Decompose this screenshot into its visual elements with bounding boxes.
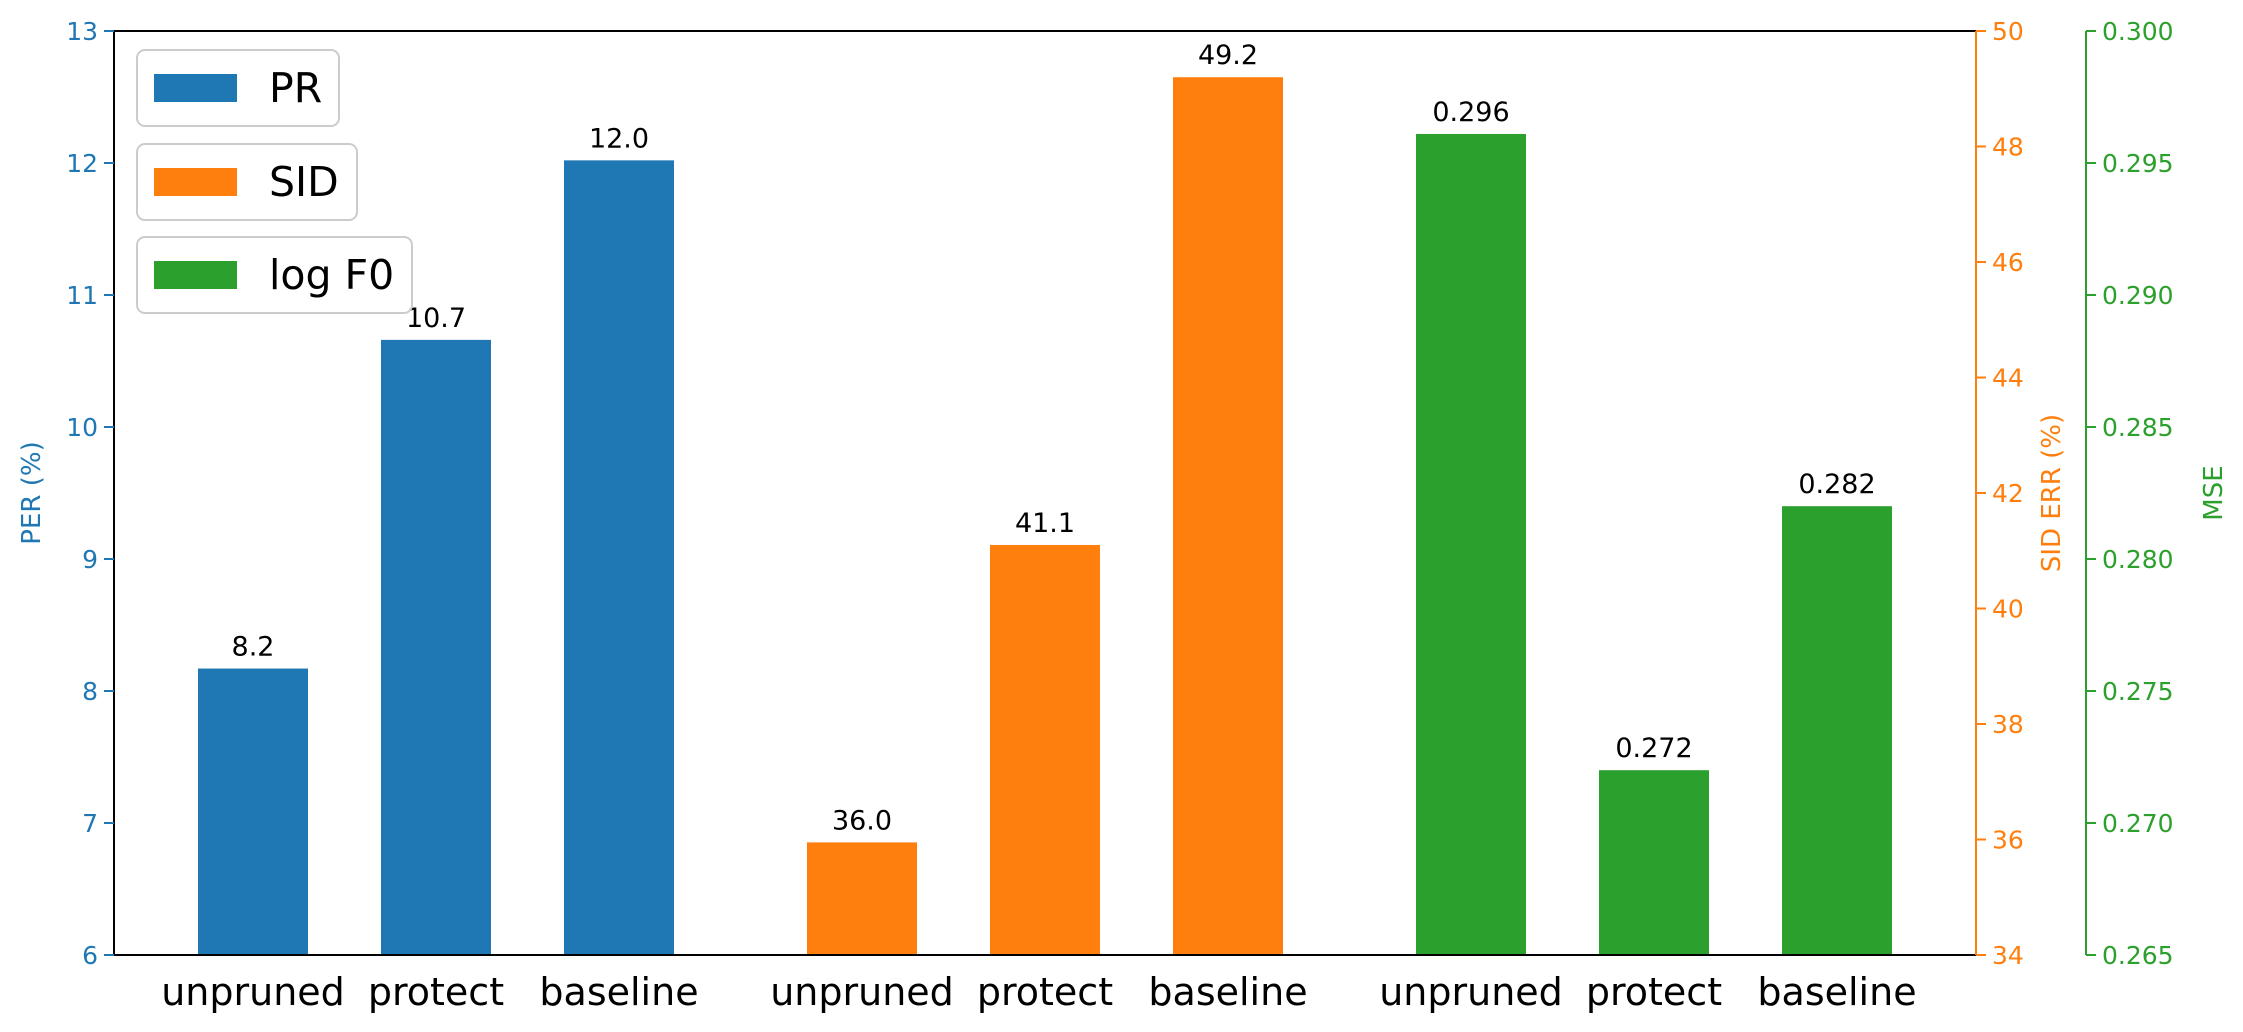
- legend[interactable]: PR SID log F0: [136, 49, 413, 314]
- legend-item-log-f0[interactable]: log F0: [136, 236, 413, 314]
- mse-tick-label: 0.280: [2102, 545, 2174, 574]
- legend-label: log F0: [269, 251, 394, 299]
- bar-sid-protect: [990, 544, 1100, 955]
- data-label-pr-protect: 10.7: [406, 303, 466, 334]
- data-label-log-f0-protect: 0.272: [1615, 733, 1692, 764]
- bar-sid-baseline: [1173, 77, 1283, 955]
- data-label-pr-baseline: 12.0: [589, 123, 649, 154]
- per-tick-label: 7: [82, 809, 98, 838]
- data-labels-layer: 8.2 10.7 12.0 36.0 41.1 49.2 0.296 0.272 0.282: [232, 40, 1876, 836]
- category-label-pr-protect: protect: [368, 970, 504, 1014]
- legend-swatch: [154, 261, 237, 289]
- category-label-log-f0-unpruned: unpruned: [1379, 970, 1563, 1014]
- per-tick-label: 9: [82, 545, 98, 574]
- mse-tick-label: 0.275: [2102, 677, 2174, 706]
- category-label-sid-protect: protect: [977, 970, 1113, 1014]
- mse-axis: 0.265 0.270 0.275 0.280 0.285 0.290 0.295 0.300…: [2085, 17, 2229, 970]
- sid-axis-title: SID ERR (%): [2037, 414, 2067, 572]
- mse-axis-title: MSE: [2199, 465, 2229, 520]
- data-label-sid-unpruned: 36.0: [832, 805, 892, 836]
- bar-log-f0-baseline: [1782, 506, 1892, 955]
- category-label-pr-baseline: baseline: [539, 970, 698, 1014]
- category-labels-layer: unpruned protect baseline unpruned protect ba…: [161, 970, 1916, 1014]
- sid-tick-label: 42: [1992, 479, 2024, 508]
- per-tick-label: 12: [66, 149, 98, 178]
- data-label-pr-unpruned: 8.2: [232, 632, 275, 663]
- mse-tick-label: 0.285: [2102, 413, 2174, 442]
- legend-swatch: [154, 74, 237, 102]
- legend-label: PR: [269, 64, 322, 112]
- sid-tick-label: 44: [1992, 364, 2024, 393]
- per-axis-title: PER (%): [17, 441, 47, 544]
- bar-pr-protect: [381, 339, 491, 955]
- sid-tick-label: 48: [1992, 133, 2024, 162]
- category-label-log-f0-protect: protect: [1586, 970, 1722, 1014]
- data-label-sid-protect: 41.1: [1015, 508, 1075, 539]
- data-label-log-f0-unpruned: 0.296: [1432, 97, 1509, 128]
- per-tick-label: 11: [66, 281, 98, 310]
- mse-tick-label: 0.270: [2102, 809, 2174, 838]
- bar-log-f0-unpruned: [1416, 133, 1526, 955]
- legend-label: SID: [269, 158, 339, 206]
- left-axis: 6 7 8 9 10 11 12 13 PER (%): [17, 17, 114, 970]
- mse-tick-label: 0.265: [2102, 941, 2174, 970]
- mse-tick-label: 0.290: [2102, 281, 2174, 310]
- bars-layer: [198, 77, 1892, 956]
- legend-swatch: [154, 168, 237, 196]
- bar-pr-unpruned: [198, 668, 308, 955]
- sid-tick-label: 50: [1992, 17, 2024, 46]
- legend-box: [136, 49, 340, 127]
- sid-tick-label: 40: [1992, 595, 2024, 624]
- data-label-log-f0-baseline: 0.282: [1798, 469, 1875, 500]
- sid-axis: 34 36 38 40 42 44 46 48 50 SID ERR (%): [1975, 17, 2067, 970]
- category-label-sid-baseline: baseline: [1148, 970, 1307, 1014]
- sid-tick-label: 46: [1992, 248, 2024, 277]
- data-label-sid-baseline: 49.2: [1198, 40, 1258, 71]
- sid-tick-label: 34: [1992, 941, 2024, 970]
- sid-tick-label: 36: [1992, 826, 2024, 855]
- bar-sid-unpruned: [807, 842, 917, 955]
- legend-box: [136, 143, 358, 221]
- category-label-sid-unpruned: unpruned: [770, 970, 954, 1014]
- sid-tick-label: 38: [1992, 710, 2024, 739]
- per-tick-label: 10: [66, 413, 98, 442]
- category-label-pr-unpruned: unpruned: [161, 970, 345, 1014]
- bar-log-f0-protect: [1599, 770, 1709, 955]
- legend-item-pr[interactable]: PR: [136, 49, 340, 127]
- legend-box: [136, 236, 413, 314]
- bar-pr-baseline: [564, 160, 674, 956]
- per-tick-label: 8: [82, 677, 98, 706]
- mse-tick-label: 0.295: [2102, 149, 2174, 178]
- category-label-log-f0-baseline: baseline: [1757, 970, 1916, 1014]
- per-tick-label: 13: [66, 17, 98, 46]
- legend-item-sid[interactable]: SID: [136, 143, 358, 221]
- per-tick-label: 6: [82, 941, 98, 970]
- mse-tick-label: 0.300: [2102, 17, 2174, 46]
